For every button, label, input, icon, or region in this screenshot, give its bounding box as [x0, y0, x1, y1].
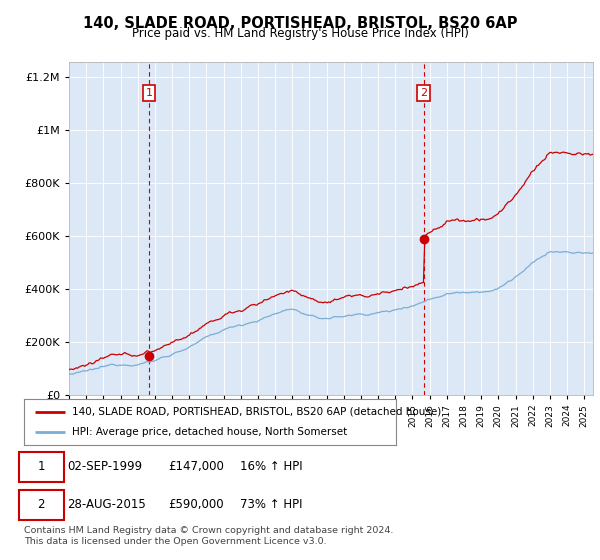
Text: Contains HM Land Registry data © Crown copyright and database right 2024.
This d: Contains HM Land Registry data © Crown c…: [24, 526, 394, 546]
FancyBboxPatch shape: [19, 452, 64, 482]
Text: £147,000: £147,000: [168, 460, 224, 473]
Text: 1: 1: [38, 460, 45, 473]
Text: HPI: Average price, detached house, North Somerset: HPI: Average price, detached house, Nort…: [73, 427, 347, 437]
Text: 1: 1: [146, 88, 153, 98]
Text: 73% ↑ HPI: 73% ↑ HPI: [240, 498, 302, 511]
Text: 140, SLADE ROAD, PORTISHEAD, BRISTOL, BS20 6AP: 140, SLADE ROAD, PORTISHEAD, BRISTOL, BS…: [83, 16, 517, 31]
Text: Price paid vs. HM Land Registry's House Price Index (HPI): Price paid vs. HM Land Registry's House …: [131, 27, 469, 40]
Text: 16% ↑ HPI: 16% ↑ HPI: [240, 460, 302, 473]
Text: 140, SLADE ROAD, PORTISHEAD, BRISTOL, BS20 6AP (detached house): 140, SLADE ROAD, PORTISHEAD, BRISTOL, BS…: [73, 407, 442, 417]
Text: £590,000: £590,000: [168, 498, 224, 511]
Text: 2: 2: [38, 498, 45, 511]
FancyBboxPatch shape: [19, 490, 64, 520]
Text: 28-AUG-2015: 28-AUG-2015: [67, 498, 146, 511]
Text: 2: 2: [420, 88, 427, 98]
Text: 02-SEP-1999: 02-SEP-1999: [67, 460, 142, 473]
